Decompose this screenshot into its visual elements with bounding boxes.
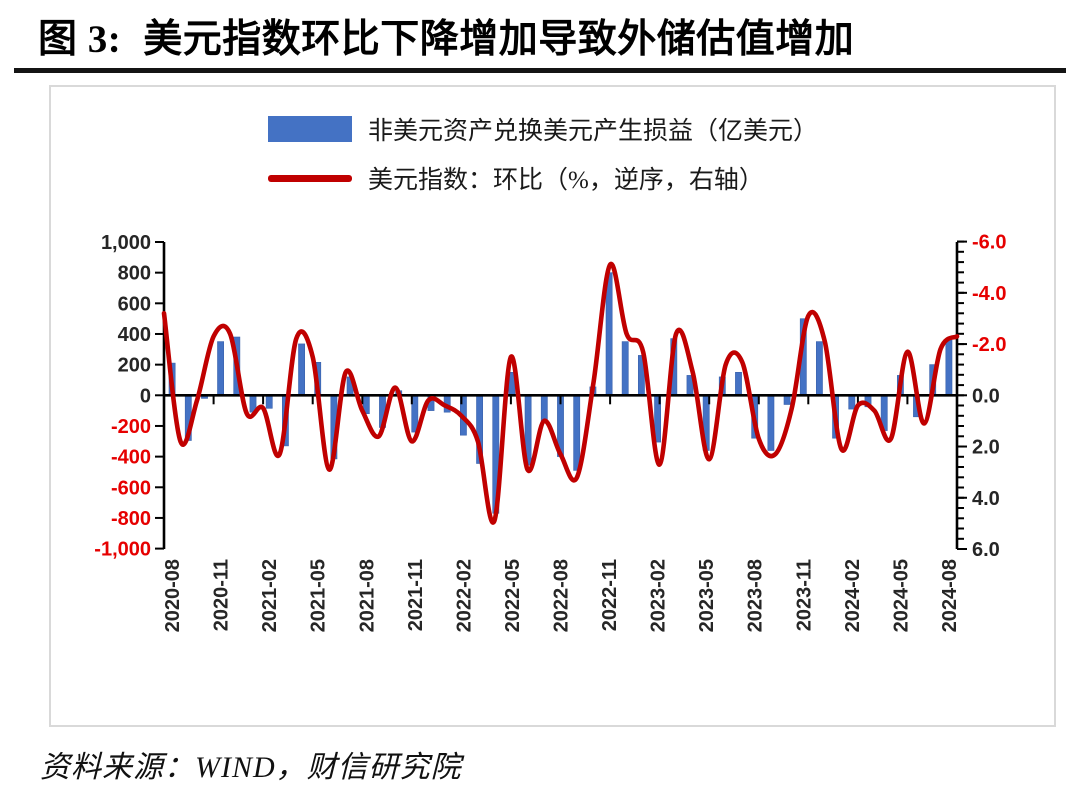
right-tick-label: -2.0 — [972, 334, 1006, 356]
right-tick-label: -6.0 — [972, 232, 1006, 254]
left-tick-label: 400 — [118, 324, 151, 346]
bar-2023-09 — [767, 394, 775, 451]
legend-item-line: 美元指数：环比（%，逆序，右轴） — [268, 163, 1028, 194]
left-tick-label: 800 — [118, 263, 151, 285]
bar-series-swatch — [268, 116, 352, 142]
left-tick-label: 0 — [140, 385, 151, 407]
x-tick-label: 2024-02 — [842, 559, 864, 632]
bar-2024-08 — [945, 339, 953, 396]
x-tick-label: 2021-02 — [259, 559, 281, 632]
chart-legend: 非美元资产兑换美元产生损益（亿美元） 美元指数：环比（%，逆序，右轴） — [268, 109, 1028, 207]
left-tick-label: -400 — [111, 447, 151, 469]
bar-2021-04 — [298, 343, 305, 396]
right-tick-label: 0.0 — [972, 385, 1000, 407]
x-tick-label: 2020-11 — [211, 559, 233, 631]
x-tick-label: 2023-11 — [793, 559, 815, 631]
bar-2024-02 — [848, 394, 856, 410]
line-series-swatch — [268, 174, 352, 182]
x-tick-label: 2020-08 — [162, 559, 184, 632]
x-tick-label: 2022-05 — [502, 559, 524, 632]
bar-2023-12 — [815, 341, 823, 396]
right-tick-label: 4.0 — [972, 488, 1000, 510]
x-tick-label: 2023-02 — [648, 559, 670, 632]
chart-panel: 1,000 800 600 400 200 0 -200 -400 -600 -800 -1,000… — [49, 85, 1056, 727]
x-tick-label: 2022-02 — [453, 559, 475, 632]
title-divider — [14, 68, 1066, 73]
figure-title: 图 3: 美元指数环比下降增加导致外储估值增加 — [38, 8, 1058, 64]
x-tick-label: 2021-11 — [405, 559, 427, 631]
left-tick-label: 200 — [118, 355, 151, 377]
left-tick-label: 1,000 — [101, 232, 151, 254]
x-tick-label: 2022-08 — [551, 559, 573, 632]
x-tick-label: 2022-11 — [599, 559, 621, 631]
x-tick-label: 2021-05 — [308, 559, 330, 632]
bar-2021-02 — [265, 394, 273, 409]
left-tick-label: 600 — [118, 293, 151, 315]
bar-2022-09 — [573, 394, 581, 471]
right-tick-label: 6.0 — [972, 539, 1000, 561]
right-tick-label: 2.0 — [972, 437, 1000, 459]
bar-2023-07 — [735, 371, 742, 396]
x-tick-label: 2023-05 — [696, 559, 718, 632]
line-series-label: 美元指数：环比（%，逆序，右轴） — [368, 167, 764, 194]
left-tick-label: -200 — [111, 416, 151, 438]
bar-2020-11 — [217, 341, 224, 396]
left-tick-label: -600 — [111, 477, 151, 499]
bar-series-label: 非美元资产兑换美元产生损益（亿美元） — [368, 118, 819, 145]
left-tick-label: -800 — [111, 508, 151, 530]
left-tick-label: -1,000 — [94, 539, 151, 561]
figure-title-text: 美元指数环比下降增加导致外储估值增加 — [143, 18, 855, 61]
chart-canvas: 1,000 800 600 400 200 0 -200 -400 -600 -800 -1,000… — [94, 232, 1006, 633]
bar-2023-10 — [783, 394, 791, 405]
bar-2022-12 — [621, 341, 629, 396]
x-tick-label: 2021-08 — [356, 559, 378, 632]
bar-2022-07 — [540, 394, 548, 423]
x-tick-label: 2024-08 — [939, 559, 961, 632]
usd-index-line — [161, 261, 960, 525]
legend-item-bars: 非美元资产兑换美元产生损益（亿美元） — [268, 109, 1028, 149]
right-tick-label: -4.0 — [972, 283, 1006, 305]
x-tick-label: 2024-05 — [890, 559, 912, 632]
source-note: 资料来源：WIND，财信研究院 — [40, 751, 462, 784]
figure-number: 图 3: — [38, 18, 122, 61]
x-tick-label: 2023-08 — [745, 559, 767, 632]
